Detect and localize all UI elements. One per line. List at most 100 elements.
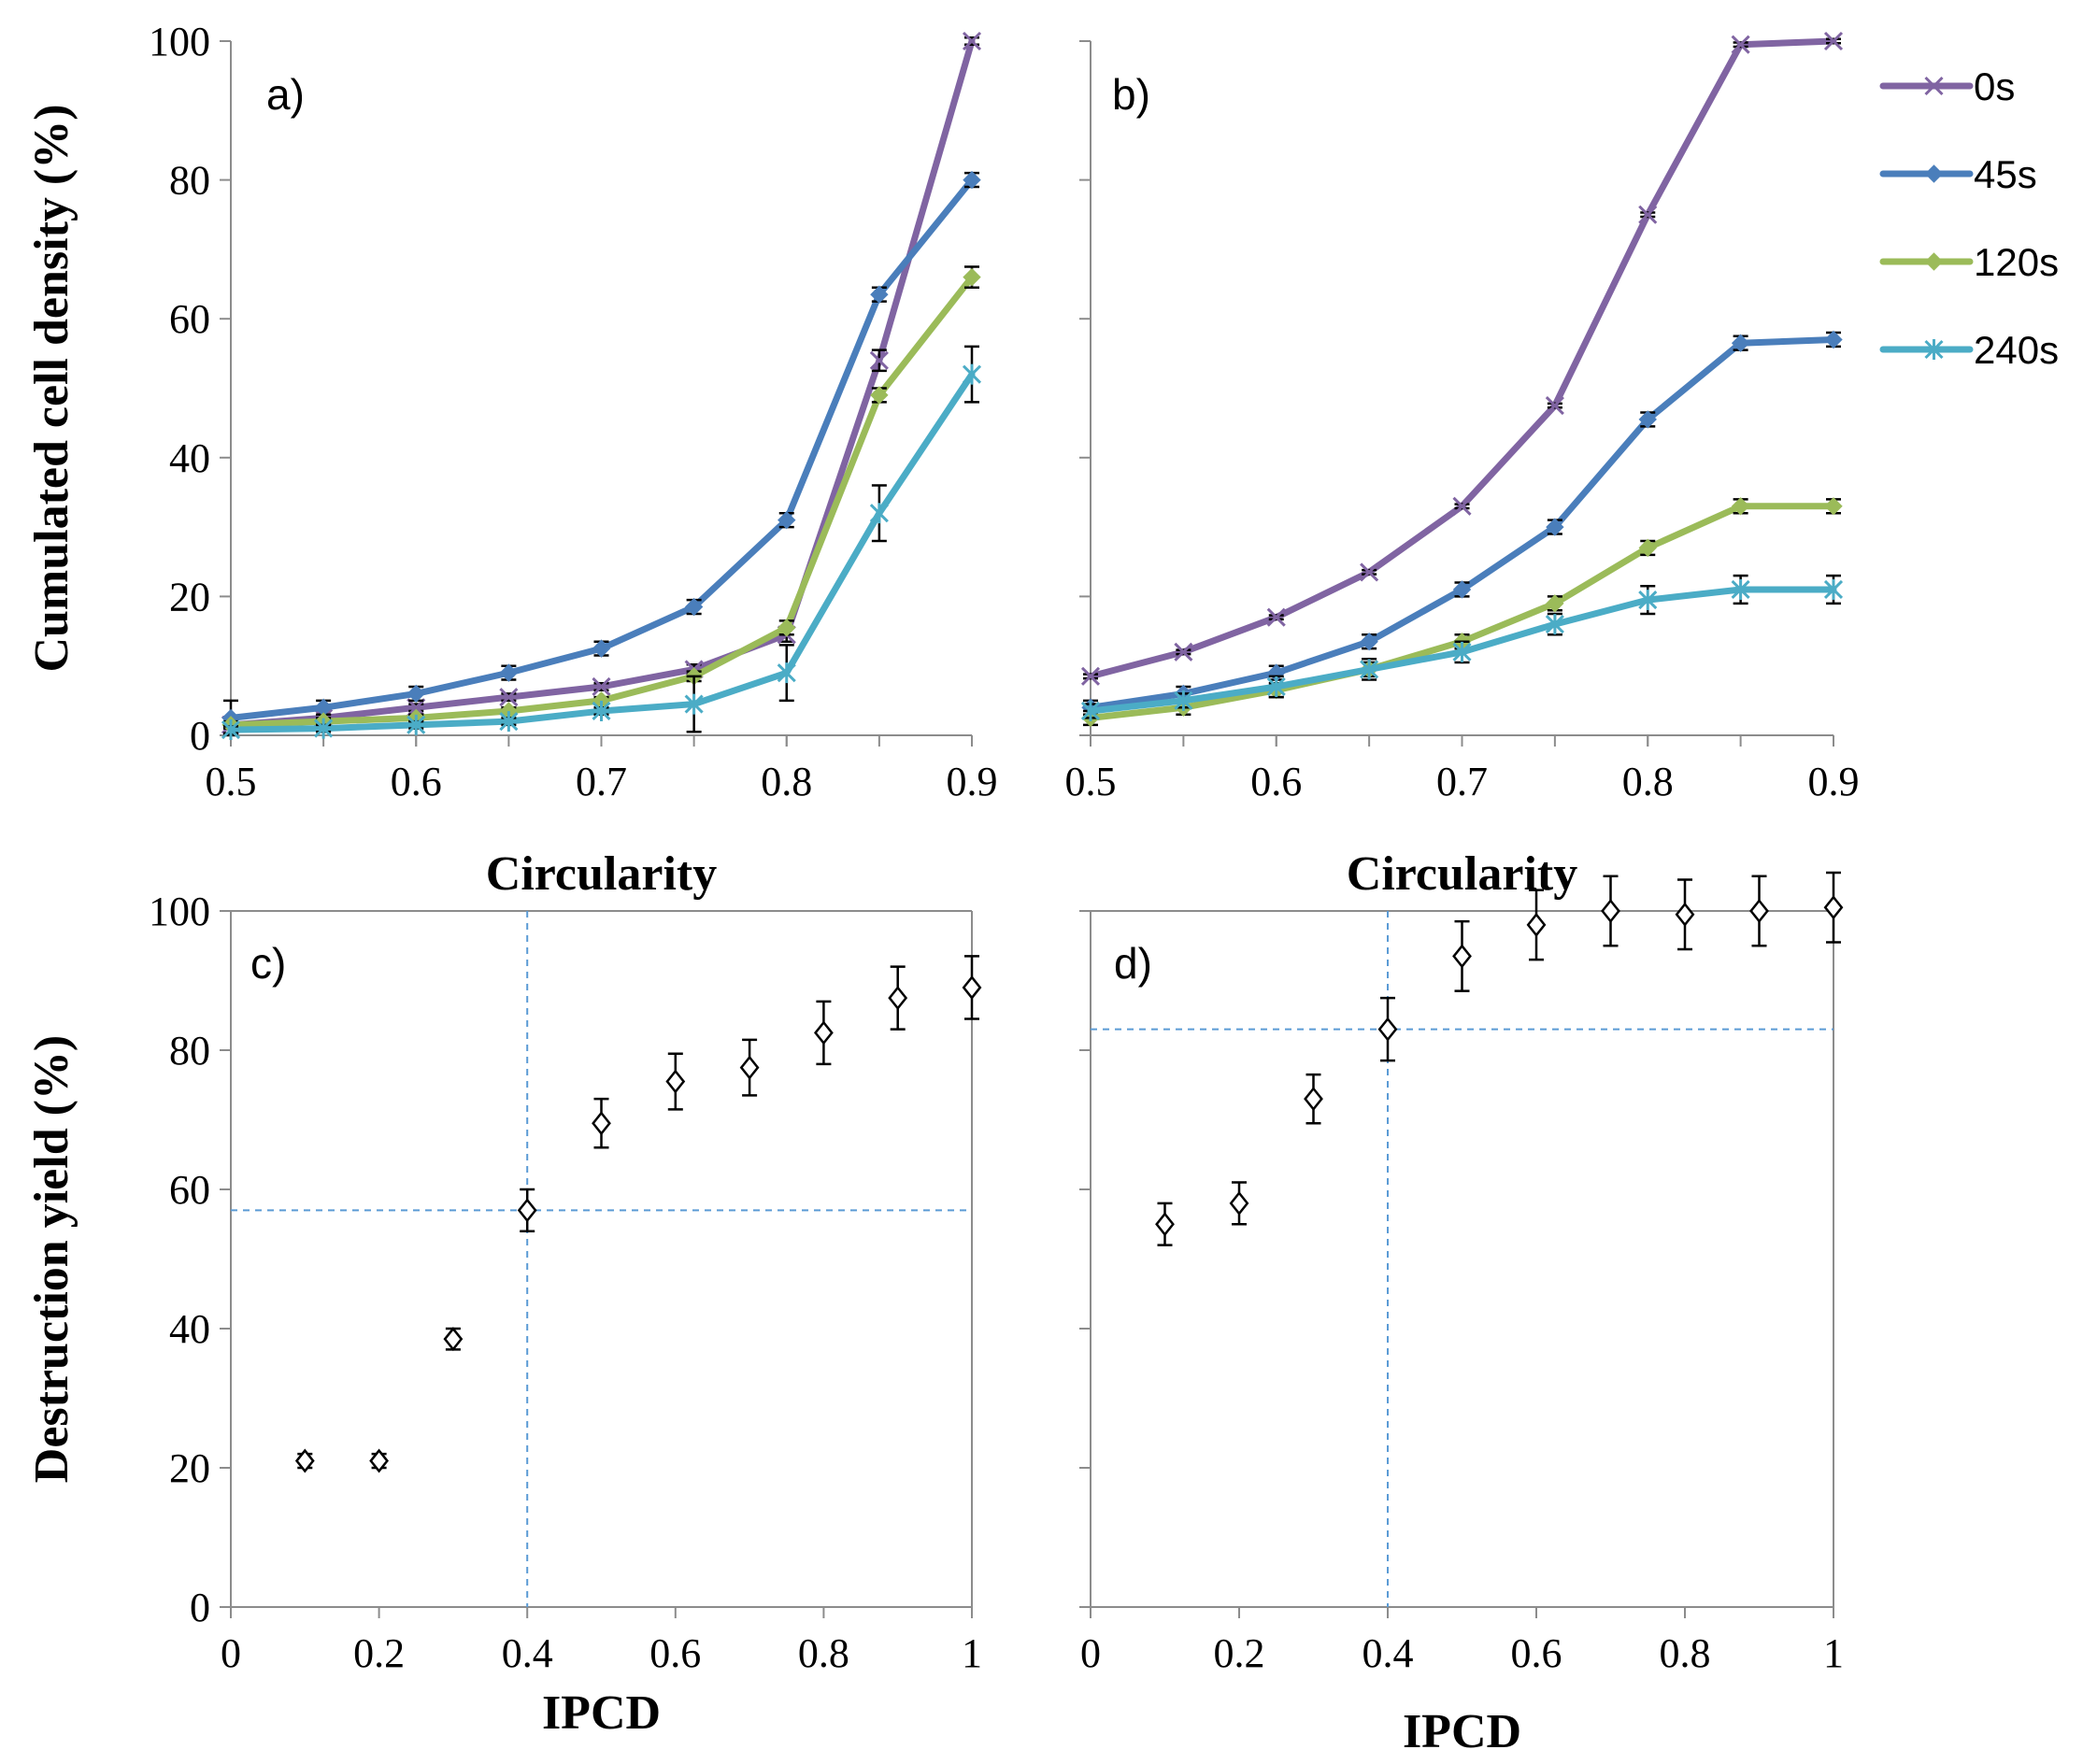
x-tick-label: 0.8 xyxy=(798,1630,849,1676)
data-point xyxy=(499,663,519,682)
data-point xyxy=(1452,496,1472,516)
data-point xyxy=(1304,1087,1323,1112)
x-axis-title: IPCD xyxy=(1403,1705,1521,1758)
legend: 0s 45s 120s 240s xyxy=(1879,64,2059,372)
panel-c: 0 20 40 60 80 100 0 0.2 0.4 0.6 0.8 1 c) IPCD Destruct… xyxy=(25,889,982,1740)
data-point xyxy=(1824,497,1843,516)
series-0s xyxy=(221,31,982,734)
data-point xyxy=(1080,700,1101,721)
panel-d: 0 0.2 0.4 0.6 0.8 1 d) IPCD xyxy=(1079,871,1844,1758)
data-point xyxy=(963,170,981,190)
data-point xyxy=(962,974,982,1000)
y-tick-label: 100 xyxy=(149,889,210,934)
y-tick-label: 20 xyxy=(169,1445,210,1491)
data-point xyxy=(1452,944,1472,969)
data-point xyxy=(684,693,704,715)
legend-label: 0s xyxy=(1974,64,2015,108)
data-point xyxy=(869,503,889,524)
legend-marker xyxy=(1924,252,1944,271)
panel-label: c) xyxy=(250,939,286,988)
legend-label: 240s xyxy=(1974,328,2059,372)
data-point xyxy=(1731,35,1750,54)
data-point xyxy=(592,676,611,697)
data-point xyxy=(888,986,908,1011)
data-point xyxy=(1360,659,1379,680)
series-240s xyxy=(221,345,982,741)
panel-a: 0 20 40 60 80 100 0.5 0.6 0.7 0.8 0.9 a) Circularity… xyxy=(25,19,998,901)
data-point xyxy=(1823,31,1844,51)
y-tick-label: 40 xyxy=(169,435,210,481)
data-point xyxy=(1675,902,1695,927)
data-point xyxy=(1731,578,1750,600)
data-point xyxy=(1731,334,1750,352)
data-point xyxy=(1360,632,1378,651)
x-tick-label: 0.4 xyxy=(1363,1630,1414,1676)
data-point xyxy=(499,711,519,733)
y-tick-label: 60 xyxy=(169,1167,210,1213)
data-point xyxy=(592,639,611,658)
data-point xyxy=(221,719,241,741)
x-tick-label: 0.2 xyxy=(1214,1630,1265,1676)
data-point xyxy=(869,350,889,370)
data-point xyxy=(813,1020,834,1046)
data-point xyxy=(369,1448,390,1473)
data-point xyxy=(963,267,981,287)
x-tick-label: 0.6 xyxy=(1250,759,1302,804)
data-point xyxy=(1526,912,1547,937)
data-point xyxy=(1266,676,1286,697)
x-tick-label: 0.7 xyxy=(1436,759,1488,804)
legend-marker xyxy=(1924,164,1944,183)
x-tick-label: 0 xyxy=(221,1630,241,1676)
data-point xyxy=(1638,590,1658,611)
data-point xyxy=(1229,1190,1249,1216)
y-tick-label: 0 xyxy=(190,1585,210,1630)
data-point xyxy=(870,386,889,405)
x-tick-label: 0.8 xyxy=(761,759,812,804)
data-point xyxy=(1545,614,1564,635)
x-tick-label: 0.6 xyxy=(1511,1630,1562,1676)
panel-label: b) xyxy=(1112,70,1150,119)
data-point xyxy=(499,688,519,707)
data-point xyxy=(314,718,334,739)
x-axis-title: Circularity xyxy=(486,847,717,901)
x-tick-label: 0.4 xyxy=(502,1630,553,1676)
data-point xyxy=(1377,1017,1398,1042)
data-point xyxy=(1545,396,1564,416)
data-point xyxy=(1749,898,1769,924)
data-point xyxy=(1731,497,1750,516)
series-240s xyxy=(1080,574,1844,721)
data-point xyxy=(517,1198,537,1223)
data-point xyxy=(778,619,796,637)
legend-label: 120s xyxy=(1974,240,2059,284)
x-tick-label: 0.6 xyxy=(649,1630,701,1676)
data-point xyxy=(1638,410,1657,429)
data-point xyxy=(1174,690,1193,711)
data-point xyxy=(1080,666,1101,686)
x-tick-label: 0.5 xyxy=(206,759,257,804)
data-point xyxy=(870,285,889,304)
panel-label: a) xyxy=(266,70,305,119)
legend-label: 45s xyxy=(1974,152,2037,196)
series-0s xyxy=(1080,31,1844,686)
y-axis-title: Cumulated cell density (%) xyxy=(25,104,78,672)
x-tick-label: 0.9 xyxy=(1808,759,1860,804)
data-point xyxy=(1452,641,1472,662)
series-45s xyxy=(221,170,981,737)
x-tick-label: 0.7 xyxy=(576,759,627,804)
x-tick-label: 0.8 xyxy=(1622,759,1674,804)
data-point xyxy=(1638,538,1657,558)
data-point xyxy=(592,700,611,721)
data-point xyxy=(1452,580,1472,599)
x-tick-label: 0.8 xyxy=(1660,1630,1711,1676)
y-tick-label: 40 xyxy=(169,1306,210,1352)
data-point xyxy=(684,597,704,617)
data-point xyxy=(1266,607,1286,627)
data-point xyxy=(407,684,425,704)
data-point xyxy=(1546,594,1564,613)
data-point xyxy=(1546,518,1564,536)
series-line-0s xyxy=(227,37,976,729)
y-tick-label: 80 xyxy=(169,1028,210,1074)
y-tick-label: 60 xyxy=(169,296,210,342)
legend-marker xyxy=(1924,339,1944,360)
